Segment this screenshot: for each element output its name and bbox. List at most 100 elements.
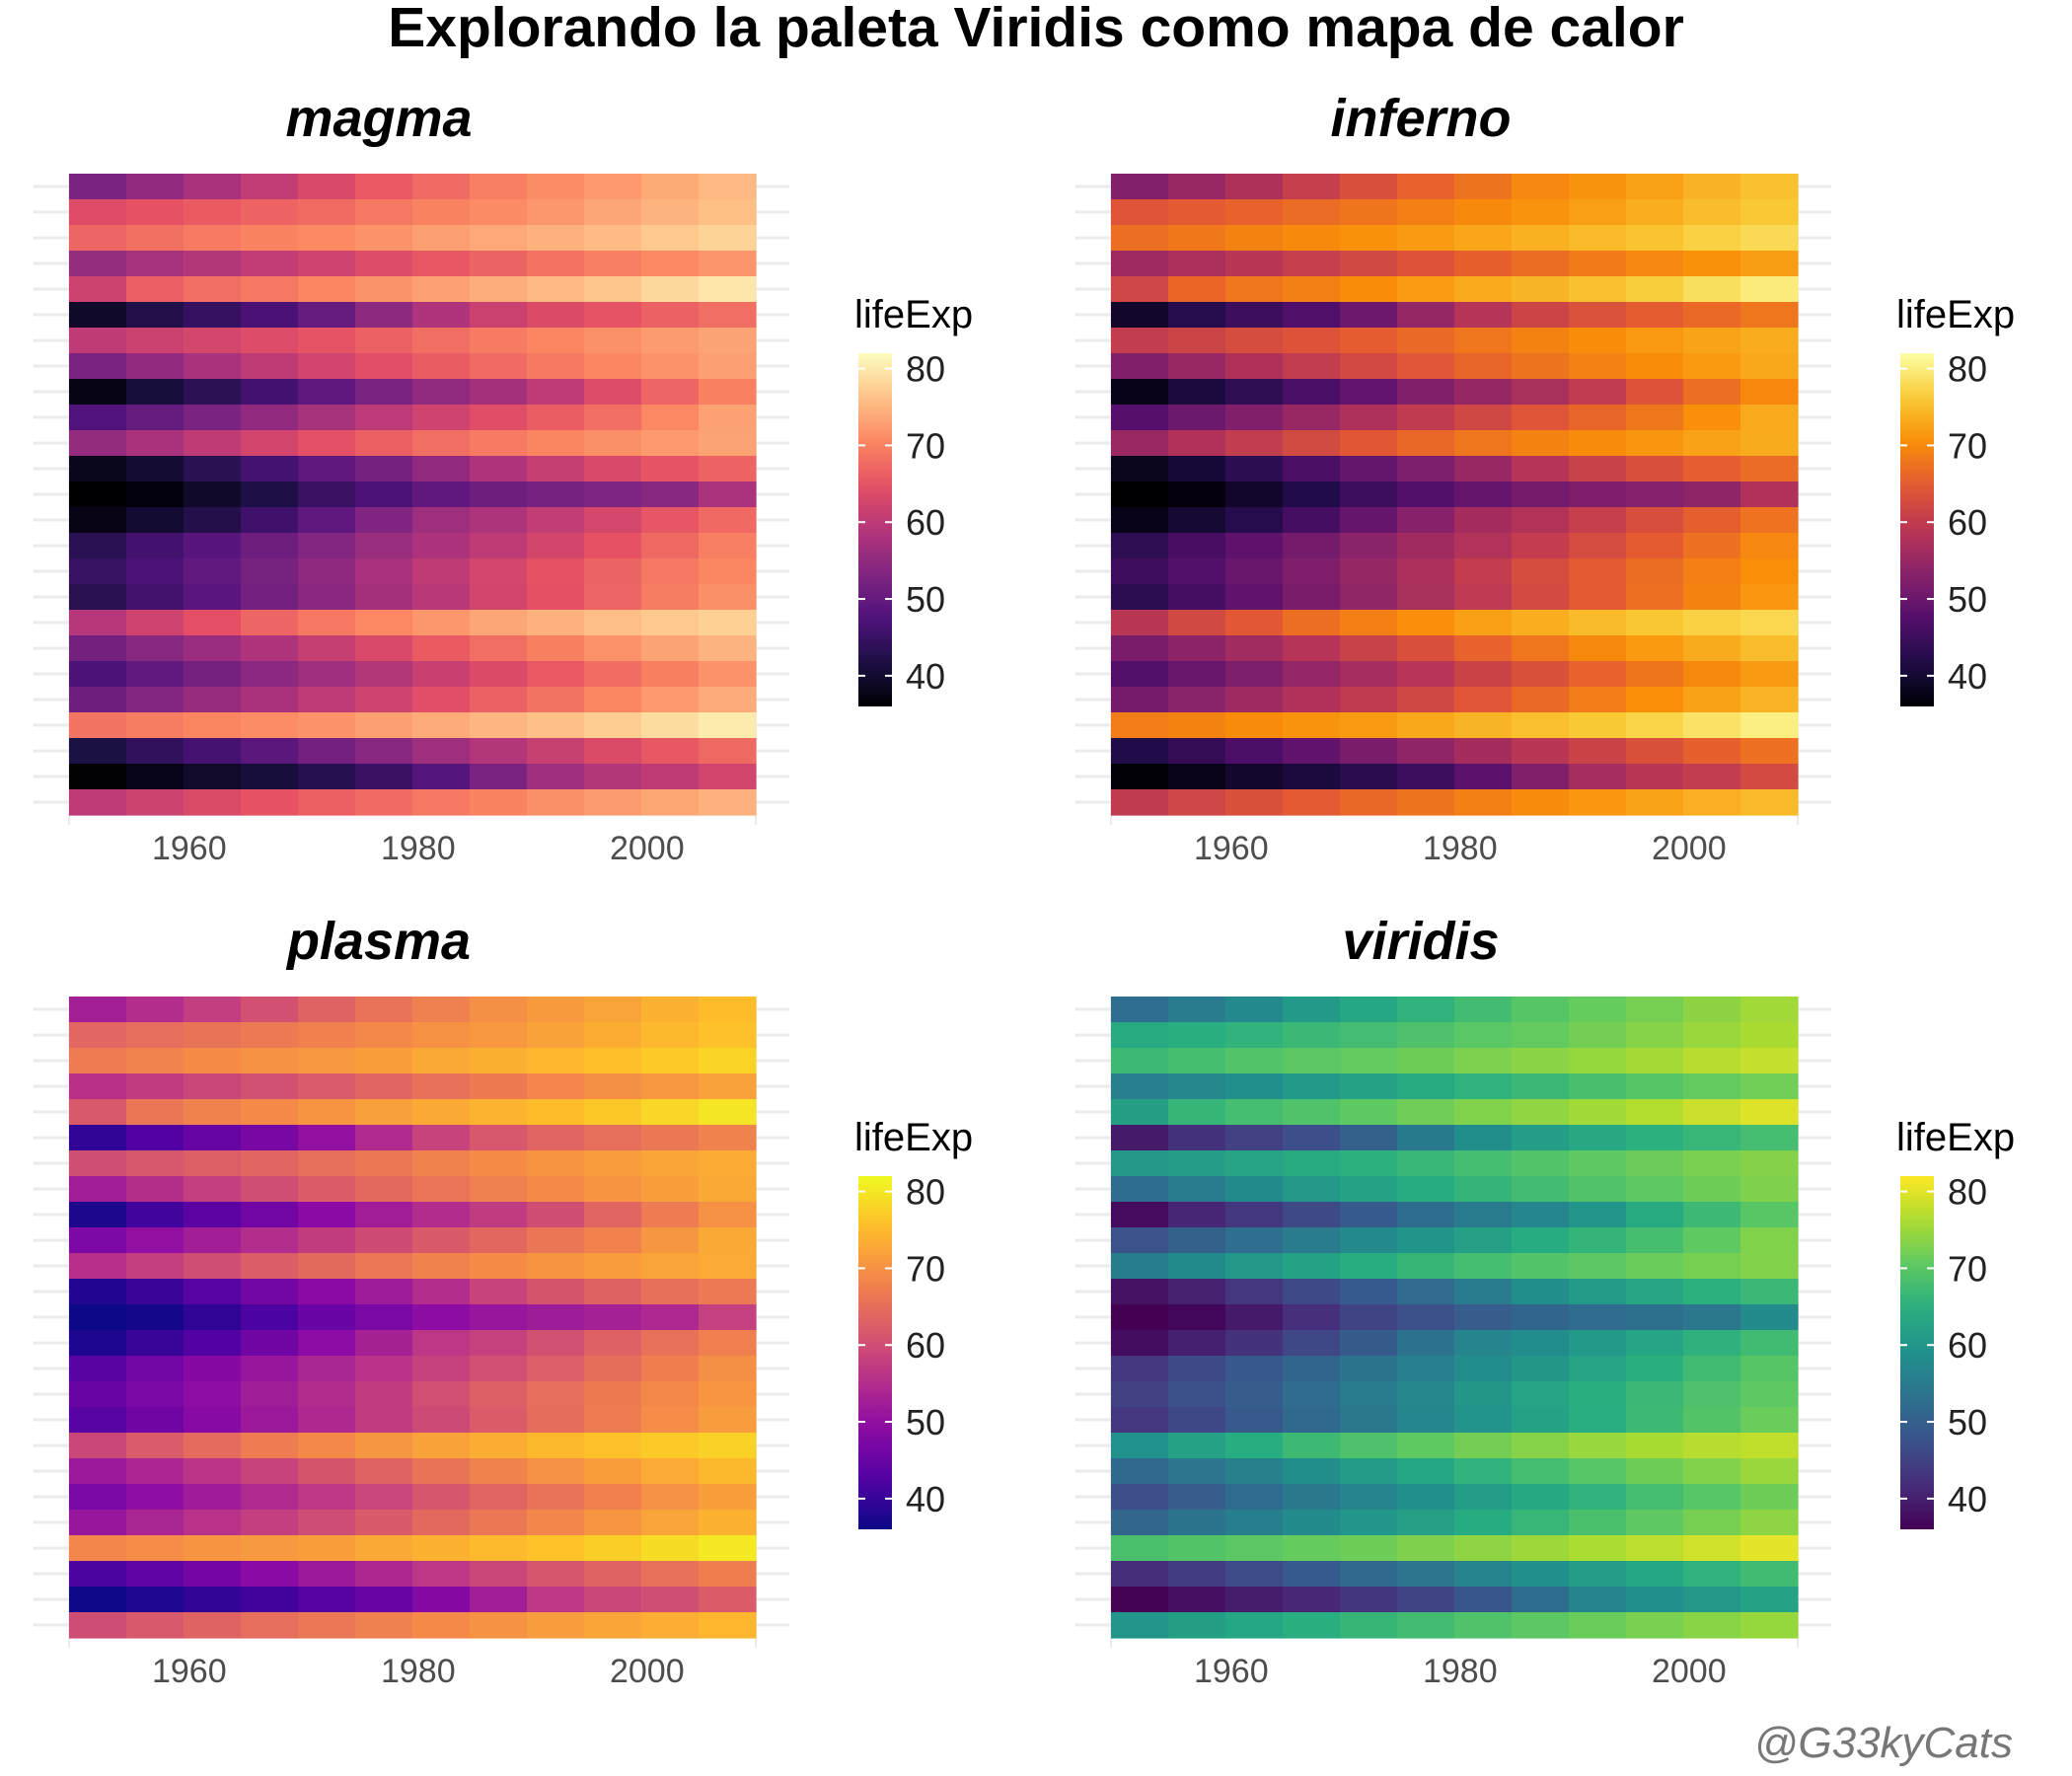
heat-tile xyxy=(584,430,642,457)
heat-tile xyxy=(1569,533,1627,559)
heat-tile xyxy=(1225,1279,1284,1305)
heat-tile xyxy=(1569,997,1627,1023)
heat-tile xyxy=(1283,1304,1341,1331)
heat-tile xyxy=(470,1381,528,1408)
heat-tile xyxy=(1454,1356,1513,1382)
heat-tile xyxy=(1340,1202,1398,1228)
heat-tile xyxy=(241,1253,299,1280)
heat-tile xyxy=(1111,533,1169,559)
legend-tick-label: 60 xyxy=(906,502,945,543)
heat-tile xyxy=(527,610,585,636)
x-tick-label: 2000 xyxy=(610,1653,685,1690)
heat-tile xyxy=(1626,456,1684,482)
heat-tile xyxy=(1225,1227,1284,1254)
heat-tile xyxy=(1283,1048,1341,1074)
heat-tile xyxy=(1111,558,1169,585)
heat-tile xyxy=(1454,635,1513,662)
heat-tile xyxy=(1168,481,1226,508)
heat-tile xyxy=(1512,481,1570,508)
heat-tile xyxy=(699,1356,757,1382)
heat-tile xyxy=(584,174,642,200)
heat-tile xyxy=(699,789,757,816)
heat-tile xyxy=(184,1073,242,1100)
heat-tile xyxy=(355,328,413,354)
heat-tile xyxy=(1397,481,1455,508)
heat-tile xyxy=(1626,507,1684,534)
heat-tile xyxy=(1512,1022,1570,1049)
heat-tile xyxy=(699,174,757,200)
heat-tile xyxy=(1397,1176,1455,1203)
heat-tile xyxy=(1283,1587,1341,1613)
heat-tile xyxy=(412,430,471,457)
heat-tile xyxy=(298,712,356,739)
heat-tile xyxy=(69,405,127,431)
heat-tile xyxy=(298,1227,356,1254)
heat-tile xyxy=(1626,1561,1684,1588)
heat-tile xyxy=(1569,1407,1627,1434)
heat-tile xyxy=(470,481,528,508)
heat-tile xyxy=(1454,456,1513,482)
heat-tile xyxy=(1683,764,1741,790)
heat-tile xyxy=(527,379,585,406)
heat-tile xyxy=(1340,328,1398,354)
heat-tile xyxy=(1454,481,1513,508)
heat-tile xyxy=(1340,225,1398,252)
heat-tile xyxy=(641,430,700,457)
heat-tile xyxy=(69,1048,127,1074)
heat-tile xyxy=(355,997,413,1023)
heat-tile xyxy=(1225,661,1284,688)
heat-tile xyxy=(412,1279,471,1305)
heat-tile xyxy=(1740,764,1799,790)
heat-tile xyxy=(1225,328,1284,354)
heat-tile xyxy=(1569,199,1627,226)
heat-tile xyxy=(126,251,185,277)
heat-tile xyxy=(1225,584,1284,611)
heat-tile xyxy=(527,1510,585,1536)
heat-tile xyxy=(1569,353,1627,380)
heat-tile xyxy=(298,456,356,482)
heat-tile xyxy=(527,481,585,508)
heat-tile xyxy=(126,1227,185,1254)
heat-tile xyxy=(1111,1433,1169,1459)
heat-tile xyxy=(1454,1304,1513,1331)
heat-tile xyxy=(184,558,242,585)
heat-tile xyxy=(1111,687,1169,713)
heat-tile xyxy=(470,379,528,406)
heat-tile xyxy=(1225,1587,1284,1613)
heat-tile xyxy=(184,764,242,790)
heat-tile xyxy=(1626,1587,1684,1613)
heat-tile xyxy=(1111,174,1169,200)
heat-tile xyxy=(527,507,585,534)
heat-tile xyxy=(1111,1202,1169,1228)
heat-tile xyxy=(1683,1253,1741,1280)
heat-tile xyxy=(1225,1022,1284,1049)
heat-tile xyxy=(1340,1099,1398,1126)
heat-tile xyxy=(298,1150,356,1177)
heat-tile xyxy=(1740,584,1799,611)
heat-tile xyxy=(69,1150,127,1177)
heat-tile xyxy=(355,276,413,303)
heat-tile xyxy=(1340,1381,1398,1408)
heat-tile xyxy=(1454,1150,1513,1177)
heat-tile xyxy=(412,1587,471,1613)
heat-tile xyxy=(1740,1304,1799,1331)
heat-tile xyxy=(184,584,242,611)
heat-tile xyxy=(1111,1279,1169,1305)
heat-tile xyxy=(1225,1330,1284,1357)
heat-tile xyxy=(184,199,242,226)
heat-tile xyxy=(184,1535,242,1562)
heat-tile xyxy=(412,174,471,200)
heat-tile xyxy=(1283,1407,1341,1434)
heat-tile xyxy=(1512,1304,1570,1331)
heat-tile xyxy=(470,635,528,662)
heat-tile xyxy=(1340,302,1398,329)
heat-tile xyxy=(470,1612,528,1639)
heat-tile xyxy=(1740,1587,1799,1613)
heat-tile xyxy=(298,1304,356,1331)
heat-tile xyxy=(1683,789,1741,816)
heat-tile xyxy=(470,1535,528,1562)
heat-tile xyxy=(184,1330,242,1357)
heat-tile xyxy=(584,1150,642,1177)
heat-tile xyxy=(1168,1279,1226,1305)
heat-tile xyxy=(470,1279,528,1305)
